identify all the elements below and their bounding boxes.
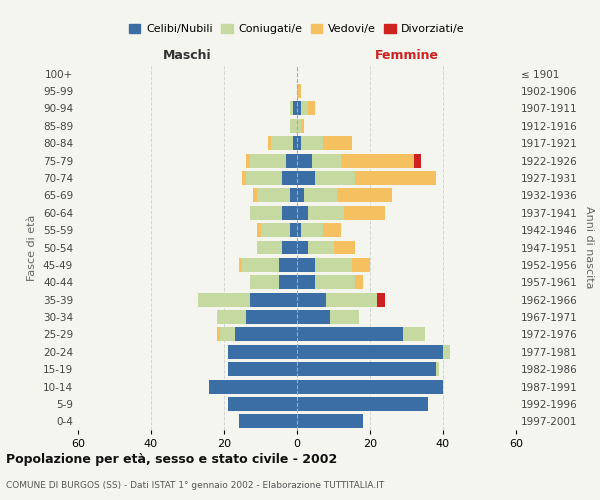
Bar <box>250 276 279 289</box>
Bar <box>297 292 326 306</box>
Bar <box>239 258 242 272</box>
Bar <box>304 188 337 202</box>
Bar <box>283 240 297 254</box>
Bar <box>297 188 304 202</box>
Bar <box>297 328 403 342</box>
Text: Popolazione per età, sesso e stato civile - 2002: Popolazione per età, sesso e stato civil… <box>6 452 337 466</box>
Bar <box>253 188 257 202</box>
Bar <box>227 362 297 376</box>
Bar <box>344 206 385 220</box>
Bar <box>239 414 297 428</box>
Y-axis label: Fasce di età: Fasce di età <box>28 214 37 280</box>
Bar <box>250 154 286 168</box>
Bar <box>242 171 246 185</box>
Bar <box>250 292 297 306</box>
Bar <box>403 328 425 342</box>
Bar <box>257 223 260 237</box>
Bar <box>246 310 297 324</box>
Bar <box>209 380 297 394</box>
Bar <box>290 119 297 133</box>
Bar <box>297 414 362 428</box>
Bar <box>286 154 297 168</box>
Bar <box>260 223 290 237</box>
Bar <box>311 154 341 168</box>
Text: COMUNE DI BURGOS (SS) - Dati ISTAT 1° gennaio 2002 - Elaborazione TUTTITALIA.IT: COMUNE DI BURGOS (SS) - Dati ISTAT 1° ge… <box>6 481 384 490</box>
Bar <box>293 102 297 116</box>
Bar <box>334 240 355 254</box>
Bar <box>297 136 301 150</box>
Bar <box>301 136 323 150</box>
Bar <box>301 102 308 116</box>
Bar <box>355 171 436 185</box>
Legend: Celibi/Nubili, Coniugati/e, Vedovi/e, Divorziati/e: Celibi/Nubili, Coniugati/e, Vedovi/e, Di… <box>125 20 469 39</box>
Bar <box>250 206 283 220</box>
Bar <box>268 136 271 150</box>
Bar <box>297 119 301 133</box>
Bar <box>290 188 297 202</box>
Bar <box>199 292 250 306</box>
Bar <box>297 206 308 220</box>
Bar <box>323 136 352 150</box>
Bar <box>297 345 443 358</box>
Text: Maschi: Maschi <box>163 48 212 62</box>
Bar <box>257 240 283 254</box>
Bar <box>217 310 246 324</box>
Bar <box>297 380 443 394</box>
Bar <box>271 136 293 150</box>
Bar <box>341 154 414 168</box>
Bar <box>297 240 308 254</box>
Bar <box>242 258 279 272</box>
Bar <box>297 84 301 98</box>
Bar <box>436 362 439 376</box>
Bar <box>235 328 297 342</box>
Bar <box>330 310 359 324</box>
Bar <box>297 397 428 411</box>
Bar <box>308 206 344 220</box>
Bar <box>308 102 315 116</box>
Bar <box>301 223 323 237</box>
Bar <box>308 240 334 254</box>
Bar <box>337 188 392 202</box>
Bar <box>217 328 220 342</box>
Bar <box>297 223 301 237</box>
Bar <box>220 328 235 342</box>
Bar <box>246 154 250 168</box>
Bar <box>443 345 450 358</box>
Bar <box>297 258 315 272</box>
Bar <box>293 136 297 150</box>
Bar <box>355 276 362 289</box>
Bar <box>283 171 297 185</box>
Bar <box>323 223 341 237</box>
Bar <box>227 397 297 411</box>
Bar <box>315 276 355 289</box>
Bar <box>297 154 311 168</box>
Bar <box>297 102 301 116</box>
Bar <box>326 292 377 306</box>
Bar <box>297 310 330 324</box>
Bar <box>297 276 315 289</box>
Bar <box>290 102 293 116</box>
Bar <box>246 171 283 185</box>
Bar <box>297 171 315 185</box>
Bar <box>414 154 421 168</box>
Bar <box>377 292 385 306</box>
Bar <box>301 119 304 133</box>
Bar <box>315 258 352 272</box>
Bar <box>279 258 297 272</box>
Text: Femmine: Femmine <box>374 48 439 62</box>
Bar <box>257 188 290 202</box>
Bar <box>315 171 355 185</box>
Bar <box>279 276 297 289</box>
Y-axis label: Anni di nascita: Anni di nascita <box>584 206 594 289</box>
Bar <box>352 258 370 272</box>
Bar <box>297 362 436 376</box>
Bar <box>227 345 297 358</box>
Bar <box>290 223 297 237</box>
Bar <box>283 206 297 220</box>
